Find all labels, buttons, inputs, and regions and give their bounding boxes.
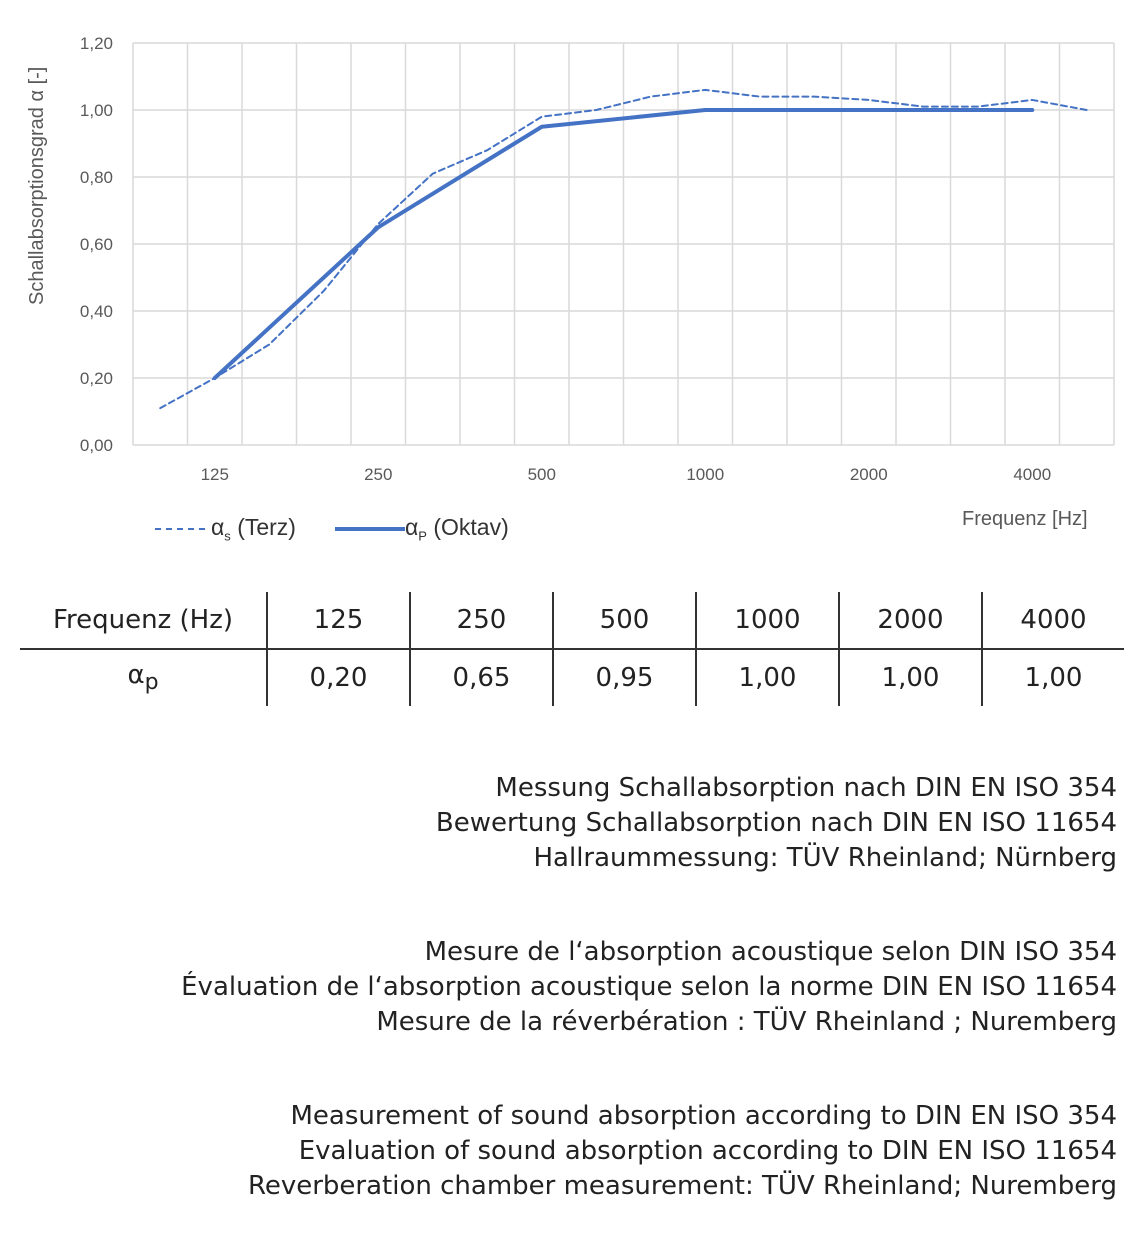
- alpha-symbol: α: [127, 660, 145, 691]
- x-tick-label: 2000: [850, 465, 888, 484]
- header-cell: 1000: [695, 592, 839, 650]
- notes-french: Mesure de l‘absorption acoustique selon …: [181, 935, 1117, 1040]
- value-cell: 1,00: [695, 649, 839, 706]
- note-line: Mesure de l‘absorption acoustique selon …: [424, 937, 1117, 967]
- dashed-line-swatch: [155, 527, 205, 530]
- note-line: Messung Schallabsorption nach DIN EN ISO…: [495, 773, 1117, 803]
- value-cell: 1,00: [838, 649, 982, 706]
- y-tick-label: 0,60: [80, 235, 113, 254]
- value-cell: 0,95: [552, 649, 696, 706]
- header-cell: 4000: [981, 592, 1124, 650]
- alpha-sub: p: [144, 670, 159, 696]
- note-line: Measurement of sound absorption accordin…: [290, 1101, 1118, 1131]
- x-tick-label: 250: [364, 465, 392, 484]
- legend-sub: P: [418, 528, 427, 544]
- x-tick-label: 1000: [686, 465, 724, 484]
- legend-terz: αs (Terz): [155, 514, 296, 544]
- row-label: αp: [20, 649, 267, 706]
- legend-alpha: α: [405, 514, 419, 540]
- table-row: αp 0,20 0,65 0,95 1,00 1,00 1,00: [20, 649, 1124, 706]
- x-tick-label: 4000: [1013, 465, 1051, 484]
- x-tick-label: 500: [528, 465, 556, 484]
- note-line: Hallraummessung: TÜV Rheinland; Nürnberg: [533, 843, 1117, 873]
- legend-sub: s: [224, 528, 231, 544]
- legend-oktav: αP (Oktav): [335, 514, 509, 544]
- y-tick-label: 0,20: [80, 369, 113, 388]
- y-tick-label: 0,00: [80, 436, 113, 455]
- y-tick-label: 1,20: [80, 34, 113, 53]
- value-cell: 1,00: [981, 649, 1124, 706]
- y-tick-label: 0,80: [80, 168, 113, 187]
- series-oktav-line: [212, 108, 1035, 380]
- header-cell: 2000: [838, 592, 982, 650]
- legend-alpha: α: [211, 514, 225, 540]
- values-table: Frequenz (Hz) 125 250 500 1000 2000 4000…: [20, 592, 1124, 706]
- legend-label: (Terz): [237, 514, 296, 540]
- series-terz-line: [159, 88, 1088, 410]
- table-header-row: Frequenz (Hz) 125 250 500 1000 2000 4000: [20, 592, 1124, 650]
- note-line: Bewertung Schallabsorption nach DIN EN I…: [435, 808, 1117, 838]
- absorption-chart: 0,00 0,20 0,40 0,60 0,80 1,00 1,20 125 250 500 10…: [26, 34, 1115, 484]
- solid-line-swatch: [335, 526, 405, 531]
- x-tick-label: 125: [201, 465, 229, 484]
- note-line: Évaluation de l‘absorption acoustique se…: [181, 972, 1117, 1002]
- value-cell: 0,20: [266, 649, 410, 706]
- header-cell: 250: [409, 592, 553, 650]
- header-cell: Frequenz (Hz): [20, 592, 267, 650]
- series-lines: [159, 88, 1088, 410]
- note-line: Evaluation of sound absorption according…: [298, 1136, 1117, 1166]
- x-axis-label: Frequenz [Hz]: [962, 508, 1088, 530]
- note-line: Reverberation chamber measurement: TÜV R…: [247, 1171, 1117, 1201]
- y-tick-label: 1,00: [80, 101, 113, 120]
- legend-label: (Oktav): [433, 514, 509, 540]
- value-cell: 0,65: [409, 649, 553, 706]
- header-cell: 500: [552, 592, 696, 650]
- notes-english: Measurement of sound absorption accordin…: [248, 1099, 1117, 1204]
- y-tick-label: 0,40: [80, 302, 113, 321]
- note-line: Mesure de la réverbération : TÜV Rheinla…: [376, 1007, 1117, 1037]
- notes-german: Messung Schallabsorption nach DIN EN ISO…: [436, 771, 1117, 876]
- header-cell: 125: [266, 592, 410, 650]
- y-axis-label: Schallabsorptionsgrad α [-]: [26, 67, 48, 305]
- y-ticks: 0,00 0,20 0,40 0,60 0,80 1,00 1,20: [80, 34, 113, 455]
- x-ticks: 125 250 500 1000 2000 4000: [201, 465, 1052, 484]
